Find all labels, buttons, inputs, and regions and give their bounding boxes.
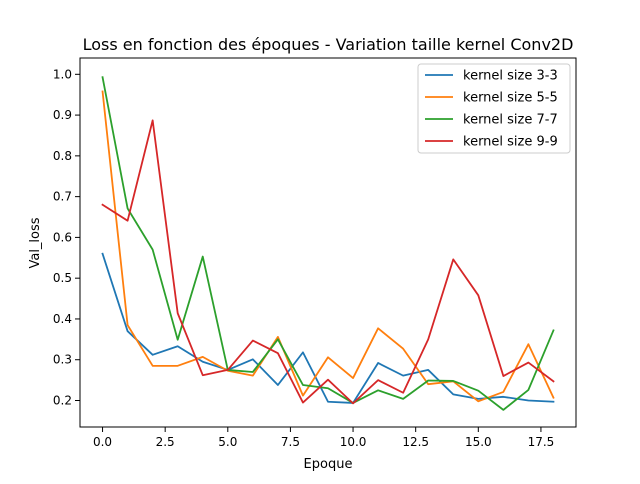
series-line-4 <box>101 119 555 405</box>
y-axis-label: Val_loss <box>28 217 43 268</box>
chart-title: Loss en fonction des époques - Variation… <box>83 35 574 54</box>
x-tick-label: 10.0 <box>340 435 367 449</box>
y-axis-ticks: 0.2 0.3 0.4 0.5 0.6 0.7 0.8 0.9 1.0 <box>53 67 80 407</box>
y-tick-label: 0.5 <box>53 271 72 285</box>
x-axis-label: Epoque <box>304 457 353 472</box>
legend-box <box>417 63 571 154</box>
x-tick-label: 0.0 <box>93 435 112 449</box>
legend: kernel size 3-3 kernel size 5-5 kernel siz… <box>417 63 571 154</box>
series-line-3 <box>101 76 555 411</box>
y-tick-label: 0.2 <box>53 393 72 407</box>
x-tick-label: 15.0 <box>465 435 492 449</box>
y-tick-label: 0.6 <box>53 230 72 244</box>
y-tick-label: 0.8 <box>53 149 72 163</box>
plot-frame <box>79 57 577 428</box>
x-tick-label: 2.5 <box>156 435 175 449</box>
legend-label-2: kernel size 5-5 <box>463 91 558 106</box>
y-tick-label: 0.3 <box>53 353 72 367</box>
series-line-1 <box>101 252 555 404</box>
legend-label-3: kernel size 7-7 <box>463 113 558 128</box>
series-lines <box>101 76 555 411</box>
x-axis-ticks: 0.0 2.5 5.0 7.5 10.0 12.5 15.0 17.5 <box>93 427 554 449</box>
y-tick-label: 0.9 <box>53 108 72 122</box>
legend-label-4: kernel size 9-9 <box>463 135 558 150</box>
x-tick-label: 5.0 <box>218 435 237 449</box>
series-line-2 <box>101 90 555 403</box>
x-tick-label: 7.5 <box>281 435 300 449</box>
y-tick-label: 0.4 <box>53 312 72 326</box>
x-tick-label: 17.5 <box>528 435 555 449</box>
y-tick-label: 0.7 <box>53 190 72 204</box>
x-tick-label: 12.5 <box>402 435 429 449</box>
legend-label-1: kernel size 3-3 <box>463 69 558 84</box>
y-tick-label: 1.0 <box>53 67 72 81</box>
